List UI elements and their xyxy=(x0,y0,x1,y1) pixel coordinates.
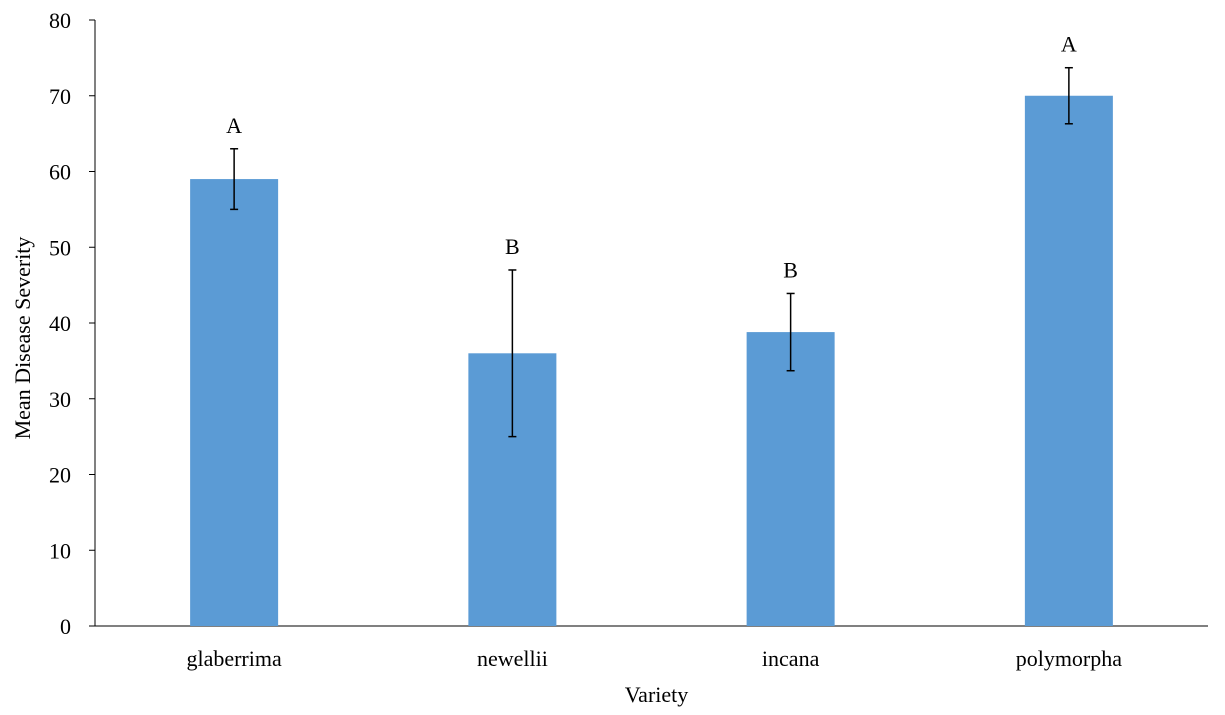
x-category-label: polymorpha xyxy=(1016,646,1123,671)
y-tick-label: 80 xyxy=(49,8,71,33)
x-category-label: glaberrima xyxy=(186,646,282,671)
y-tick-label: 40 xyxy=(49,311,71,336)
y-tick-label: 0 xyxy=(60,614,71,639)
y-tick-label: 70 xyxy=(49,84,71,109)
bars-layer xyxy=(190,95,1113,626)
significance-letter: B xyxy=(783,257,798,282)
axes-layer: 0 10 20 30 40 50 60 70 80 xyxy=(49,8,1208,639)
significance-letter: B xyxy=(505,234,520,259)
bar xyxy=(190,179,279,626)
error-bars-layer xyxy=(230,66,1073,438)
significance-letter: A xyxy=(226,113,242,138)
y-tick-label: 20 xyxy=(49,463,71,488)
x-category-label: newellii xyxy=(477,646,548,671)
y-axis-title: Mean Disease Severity xyxy=(10,237,35,440)
y-tick-label: 30 xyxy=(49,387,71,412)
significance-letter: A xyxy=(1061,32,1077,57)
y-tick-label: 60 xyxy=(49,160,71,185)
x-axis-title: Variety xyxy=(625,682,689,707)
y-tick-label: 10 xyxy=(49,538,71,563)
x-category-label: incana xyxy=(762,646,820,671)
bar xyxy=(746,332,835,626)
y-tick-label: 50 xyxy=(49,235,71,260)
bar xyxy=(1024,95,1113,626)
